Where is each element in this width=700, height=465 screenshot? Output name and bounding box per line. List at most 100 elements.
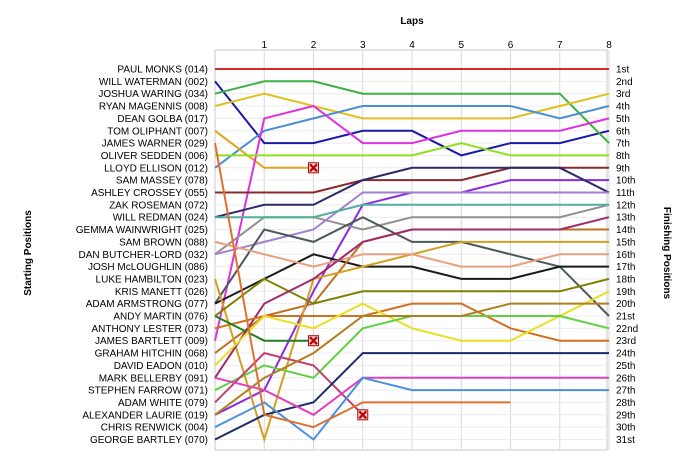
series-line xyxy=(214,302,609,416)
finish-position-label: 18th xyxy=(616,274,635,285)
driver-label: DEAN GOLBA (017) xyxy=(117,114,208,125)
driver-label: RYAN MAGENNIS (008) xyxy=(99,102,208,113)
driver-label: LLOYD ELLISON (012) xyxy=(104,163,208,174)
driver-label: DAVID EADON (010) xyxy=(114,361,208,372)
finish-position-label: 3rd xyxy=(616,89,630,100)
series-line xyxy=(215,203,609,219)
finish-position-label: 24th xyxy=(616,349,635,360)
driver-label: ANTHONY LESTER (073) xyxy=(91,324,208,335)
series-line xyxy=(214,376,609,441)
series-line xyxy=(214,130,314,169)
finish-position-label: 31st xyxy=(616,435,635,446)
series-line xyxy=(215,142,609,157)
driver-label: DAN BUTCHER-LORD (032) xyxy=(79,250,208,261)
x-tick-label: 8 xyxy=(606,40,612,51)
driver-label: JOSH McLOUGHLIN (086) xyxy=(88,262,208,273)
finish-position-label: 14th xyxy=(616,225,635,236)
finish-position-label: 1st xyxy=(616,65,630,76)
driver-label: GRAHAM HITCHIN (068) xyxy=(95,349,208,360)
driver-label: STEPHEN FARROW (071) xyxy=(88,386,208,397)
series-line xyxy=(214,80,610,144)
driver-label: ANDY MARTIN (076) xyxy=(113,312,208,323)
finish-position-label: 29th xyxy=(616,410,635,421)
driver-label: ADAM ARMSTRONG (077) xyxy=(86,299,208,310)
finish-position-label: 2nd xyxy=(616,77,633,88)
driver-label: WILL WATERMAN (002) xyxy=(99,77,208,88)
finish-position-label: 16th xyxy=(616,250,635,261)
x-tick-labels: 1 2 3 4 5 6 7 8 xyxy=(261,40,612,51)
finish-position-label: 13th xyxy=(616,213,635,224)
finish-position-label: 10th xyxy=(616,176,635,187)
finish-position-label: 15th xyxy=(616,237,635,248)
finish-position-label: 21st xyxy=(616,312,635,323)
y-axis-title-left: Starting Positions xyxy=(23,210,34,296)
finish-position-label: 19th xyxy=(616,287,635,298)
finish-position-label: 7th xyxy=(616,139,630,150)
x-tick-label: 4 xyxy=(409,40,415,51)
driver-label: WILL REDMAN (024) xyxy=(113,213,208,224)
series-line xyxy=(214,104,610,341)
x-tick-label: 3 xyxy=(360,40,366,51)
series-line xyxy=(214,216,610,317)
driver-label: JAMES WARNER (029) xyxy=(102,139,208,150)
driver-label: JOSHUA WARING (034) xyxy=(98,89,208,100)
retired-marker xyxy=(308,335,319,347)
retired-marker xyxy=(308,162,319,174)
series-line xyxy=(214,302,609,342)
series-line xyxy=(214,315,314,342)
driver-label: SAM BROWN (088) xyxy=(119,237,208,248)
retired-marker xyxy=(357,409,369,421)
driver-label: JAMES BARTLETT (009) xyxy=(95,336,208,347)
driver-label: ALEXANDER LAURIE (019) xyxy=(82,410,208,421)
driver-labels: PAUL MONKS (014)WILL WATERMAN (002)JOSHU… xyxy=(76,65,208,447)
series-line xyxy=(214,376,609,416)
series-lines xyxy=(214,68,610,443)
finish-position-label: 20th xyxy=(616,299,635,310)
x-axis-title: Laps xyxy=(400,16,424,27)
finish-position-label: 25th xyxy=(616,361,635,372)
series-line xyxy=(214,80,610,157)
y-axis-title-right: Finishing Positions xyxy=(661,207,672,300)
driver-label: MARK BELLERBY (091) xyxy=(99,373,208,384)
series-line xyxy=(214,216,610,379)
series-line xyxy=(214,142,511,429)
series-line xyxy=(214,191,609,256)
finish-position-label: 22nd xyxy=(616,324,638,335)
x-tick-label: 1 xyxy=(261,40,267,51)
finish-position-label: 28th xyxy=(616,398,635,409)
finish-position-label: 17th xyxy=(616,262,635,273)
finish-position-label: 23rd xyxy=(616,336,636,347)
series-line xyxy=(214,92,610,120)
driver-label: KRIS MANETT (026) xyxy=(115,287,208,298)
x-tick-label: 2 xyxy=(311,40,317,51)
finish-position-label: 27th xyxy=(616,386,635,397)
driver-label: SAM MASSEY (078) xyxy=(116,176,208,187)
plot-area xyxy=(214,49,608,451)
x-tick-label: 7 xyxy=(557,40,563,51)
driver-label: LUKE HAMBILTON (023) xyxy=(96,274,208,285)
finish-position-label: 6th xyxy=(616,126,630,137)
driver-label: GEMMA WAINWRIGHT (025) xyxy=(76,225,208,236)
series-line xyxy=(214,352,609,441)
series-line xyxy=(214,105,610,169)
driver-label: TOM OLIPHANT (007) xyxy=(107,126,208,137)
finish-position-label: 4th xyxy=(616,102,630,113)
driver-label: PAUL MONKS (014) xyxy=(117,65,208,76)
finish-position-label: 9th xyxy=(616,163,630,174)
driver-label: GEORGE BARTLEY (070) xyxy=(90,435,208,446)
driver-label: ASHLEY CROSSEY (055) xyxy=(91,188,208,199)
series-line xyxy=(214,253,609,305)
finish-position-label: 5th xyxy=(616,114,630,125)
series-line xyxy=(214,290,610,367)
series-line xyxy=(214,240,609,268)
series-line xyxy=(214,351,364,416)
finish-position-label: 30th xyxy=(616,423,635,434)
finish-position-label: 26th xyxy=(616,373,635,384)
x-tick-label: 5 xyxy=(458,40,464,51)
finish-position-label: 8th xyxy=(616,151,630,162)
finish-position-label: 11th xyxy=(616,188,635,199)
retired-markers xyxy=(308,162,369,421)
series-line xyxy=(214,166,610,219)
